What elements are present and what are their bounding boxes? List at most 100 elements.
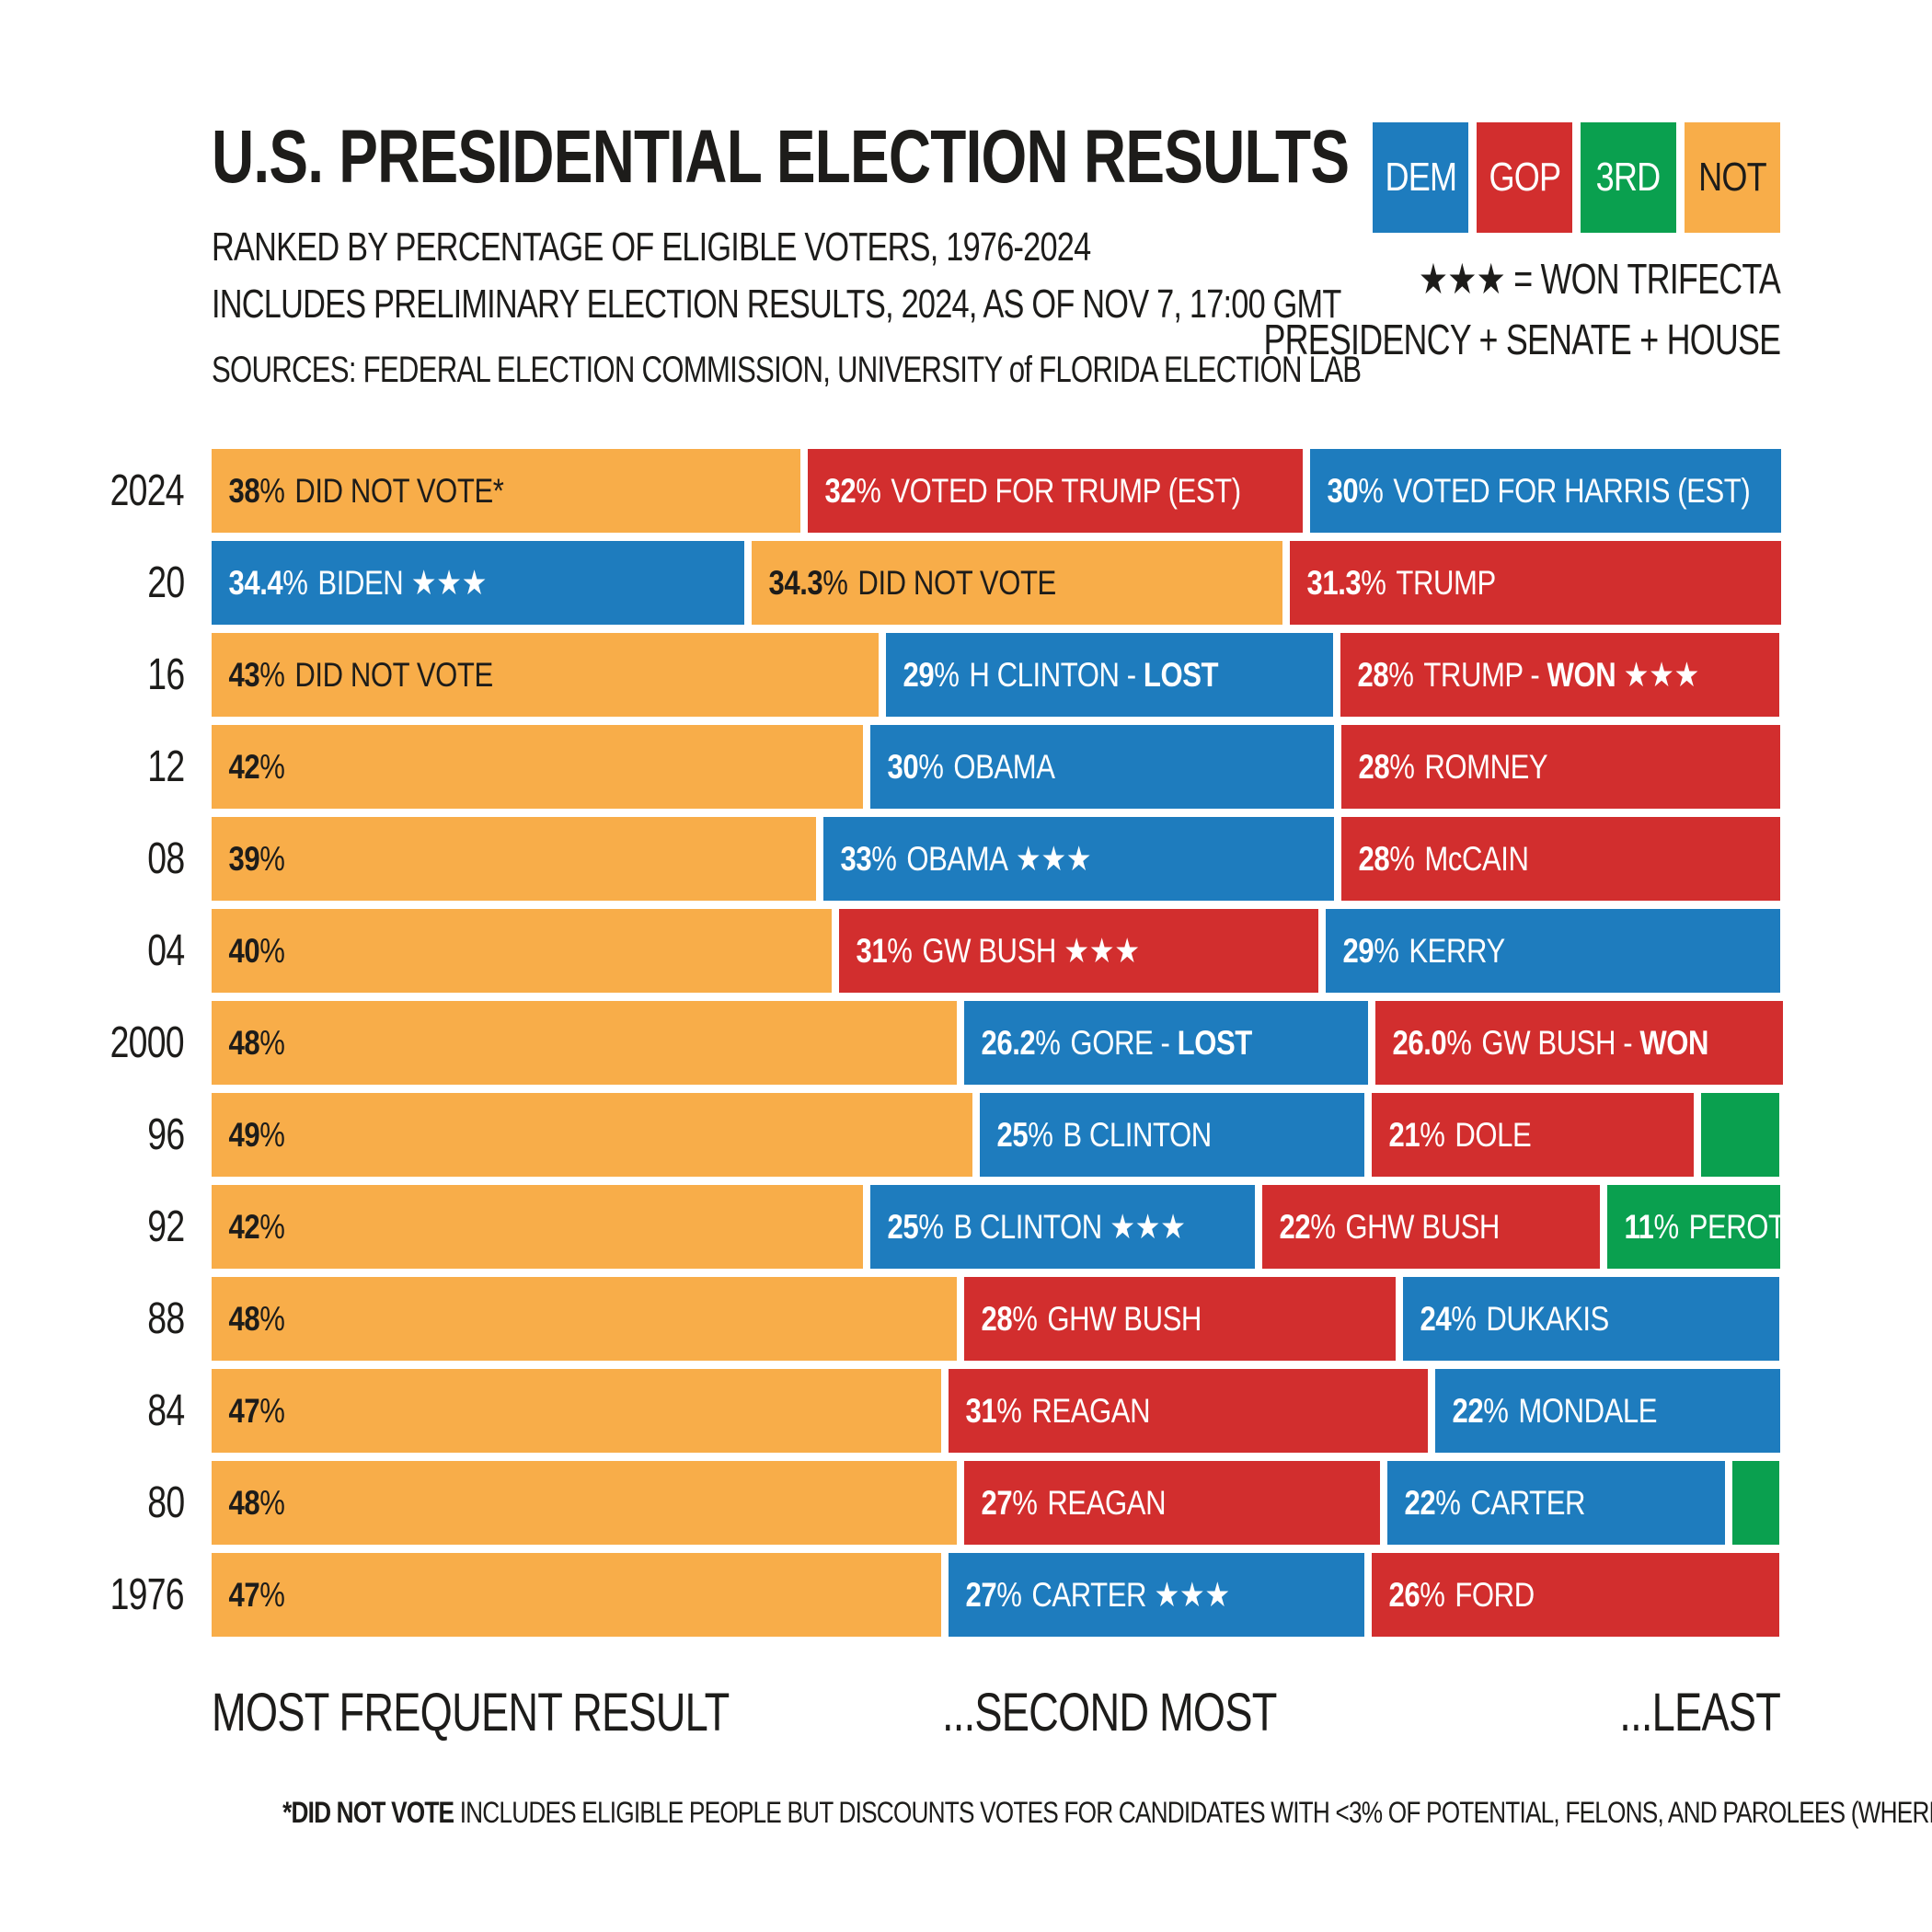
percent-sign: %: [1446, 1023, 1472, 1062]
segment-name: DID NOT VOTE: [294, 655, 493, 694]
percent-sign: %: [1451, 1299, 1477, 1338]
bar-group-84: 47% 31% REAGAN 22% MONDALE: [212, 1369, 1780, 1453]
bar-group-12: 42% 30% OBAMA 28% ROMNEY: [212, 725, 1780, 809]
segment-pct: 34.4: [228, 564, 283, 602]
segment-name: GHW BUSH: [1345, 1207, 1500, 1246]
segment-pct: 42: [228, 1207, 260, 1246]
segment-2000-not: 48%: [212, 1001, 964, 1085]
segment-label-92-gop: 22% GHW BUSH: [1262, 1208, 1500, 1247]
segment-label-12-gop: 28% ROMNEY: [1341, 748, 1547, 787]
segment-pct: 34.3: [768, 563, 823, 602]
segment-name: H CLINTON -: [969, 655, 1144, 694]
segment-80-3rd: [1732, 1461, 1779, 1545]
legend-swatch-label-dem: DEM: [1385, 155, 1457, 200]
segment-pct: 47: [228, 1575, 260, 1614]
segment-name: VOTED FOR HARRIS (EST): [1393, 471, 1751, 510]
subtitle-line-1: RANKED BY PERCENTAGE OF ELIGIBLE VOTERS,…: [212, 224, 1339, 270]
percent-sign: %: [887, 932, 913, 970]
chart-row-1976: 1976 47% 27% CARTER ★★★ 26% FORD: [0, 1553, 1783, 1637]
bar-group-2000: 48% 26.2% GORE - LOST 26.0% GW BUSH - WON: [212, 1001, 1783, 1085]
segment-label-84-gop: 31% REAGAN: [949, 1392, 1150, 1431]
segment-12-gop: 28% ROMNEY: [1341, 725, 1780, 809]
segment-result: WON: [1639, 1023, 1709, 1062]
segment-pct: 31.3: [1306, 563, 1362, 602]
segment-label-2024-gop: 32% VOTED FOR TRUMP (EST): [808, 472, 1241, 511]
trifecta-stars-icon: ★★★: [1064, 932, 1140, 970]
segment-label-88-not: 48%: [212, 1300, 294, 1339]
segment-1976-dem: 27% CARTER ★★★: [949, 1553, 1372, 1637]
rank-label-least-text: ...LEAST: [1619, 1683, 1781, 1742]
segment-pct: 29: [1342, 931, 1374, 970]
year-cell-08: 08: [0, 817, 191, 901]
segment-label-12-not: 42%: [212, 748, 294, 787]
segment-20-dem: 34.4% BIDEN ★★★: [212, 541, 752, 625]
segment-pct: 48: [228, 1299, 260, 1338]
segment-name: REAGAN: [1031, 1391, 1151, 1430]
segment-pct: 25: [887, 1208, 919, 1246]
segment-pct: 26: [1388, 1575, 1420, 1614]
segment-name: TRUMP -: [1423, 656, 1547, 694]
percent-sign: %: [259, 1391, 285, 1430]
segment-2000-gop: 26.0% GW BUSH - WON: [1375, 1001, 1783, 1085]
segment-label-2024-dem: 30% VOTED FOR HARRIS (EST): [1310, 472, 1750, 511]
segment-pct: 22: [1452, 1391, 1484, 1430]
segment-label-96-not: 49%: [212, 1116, 294, 1155]
bar-group-96: 49% 25% B CLINTON 21% DOLE: [212, 1093, 1779, 1177]
segment-pct: 28: [981, 1299, 1013, 1338]
segment-08-not: 39%: [212, 817, 823, 901]
segment-88-dem: 24% DUKAKIS: [1403, 1277, 1779, 1361]
segment-pct: 26.2: [981, 1023, 1036, 1062]
footnote-rest-text: INCLUDES ELIGIBLE PEOPLE BUT DISCOUNTS V…: [459, 1796, 1932, 1829]
segment-96-not: 49%: [212, 1093, 980, 1177]
year-label-92: 92: [146, 1202, 185, 1251]
segment-label-80-not: 48%: [212, 1484, 294, 1523]
legend-swatch-3rd: 3RD: [1581, 122, 1676, 233]
segment-pct: 30: [1327, 471, 1359, 510]
segment-16-dem: 29% H CLINTON - LOST: [886, 633, 1340, 717]
segment-name: McCAIN: [1424, 839, 1529, 878]
segment-name: ROMNEY: [1424, 747, 1548, 786]
segment-pct: 11: [1624, 1207, 1654, 1246]
percent-sign: %: [1389, 839, 1415, 878]
bar-group-2024: 38% DID NOT VOTE* 32% VOTED FOR TRUMP (EST)…: [212, 449, 1781, 533]
segment-name: FORD: [1455, 1575, 1535, 1614]
segment-label-92-dem: 25% B CLINTON ★★★: [870, 1207, 1185, 1247]
segment-label-16-not: 43% DID NOT VOTE: [212, 656, 493, 695]
segment-2000-dem: 26.2% GORE - LOST: [964, 1001, 1375, 1085]
percent-sign: %: [1653, 1207, 1680, 1246]
segment-label-92-3rd: 11% PEROT: [1607, 1208, 1780, 1247]
segment-label-08-not: 39%: [212, 840, 294, 879]
segment-label-16-dem: 29% H CLINTON - LOST: [886, 656, 1218, 695]
year-label-04: 04: [146, 926, 185, 975]
segment-pct: 38: [228, 471, 260, 510]
rank-label-most-frequent: MOST FREQUENT RESULT: [212, 1682, 875, 1743]
segment-label-96-gop: 21% DOLE: [1372, 1116, 1531, 1155]
segment-12-dem: 30% OBAMA: [870, 725, 1341, 809]
segment-name: DOLE: [1455, 1115, 1532, 1154]
segment-04-not: 40%: [212, 909, 839, 993]
page-title-text: U.S. PRESIDENTIAL ELECTION RESULTS: [212, 115, 1350, 199]
segment-name: MONDALE: [1518, 1391, 1658, 1430]
segment-96-gop: 21% DOLE: [1372, 1093, 1701, 1177]
percent-sign: %: [1310, 1207, 1336, 1246]
percent-sign: %: [259, 1483, 285, 1522]
bar-group-04: 40% 31% GW BUSH ★★★ 29% KERRY: [212, 909, 1780, 993]
segment-label-08-dem: 33% OBAMA ★★★: [823, 839, 1091, 879]
segment-pct: 30: [887, 747, 919, 786]
segment-pct: 24: [1420, 1299, 1452, 1338]
legend-swatch-label-not: NOT: [1698, 155, 1767, 200]
chart-row-04: 04 40% 31% GW BUSH ★★★ 29% KERRY: [0, 909, 1783, 993]
chart-row-84: 84 47% 31% REAGAN 22% MONDALE: [0, 1369, 1783, 1453]
bar-group-20: 34.4% BIDEN ★★★ 34.3% DID NOT VOTE 31.3% TRUMP: [212, 541, 1781, 625]
percent-sign: %: [259, 931, 285, 970]
segment-name: PEROT: [1688, 1207, 1780, 1246]
segment-2024-not: 38% DID NOT VOTE*: [212, 449, 808, 533]
segment-pct: 49: [228, 1115, 260, 1154]
percent-sign: %: [259, 839, 285, 878]
segment-pct: 28: [1358, 747, 1390, 786]
segment-name: B CLINTON: [1063, 1115, 1212, 1154]
segment-name: DID NOT VOTE*: [294, 471, 504, 510]
year-label-12: 12: [146, 742, 185, 791]
percent-sign: %: [259, 1115, 285, 1154]
chart-rows: 2024 38% DID NOT VOTE* 32% VOTED FOR TRUMP (…: [0, 449, 1783, 1645]
